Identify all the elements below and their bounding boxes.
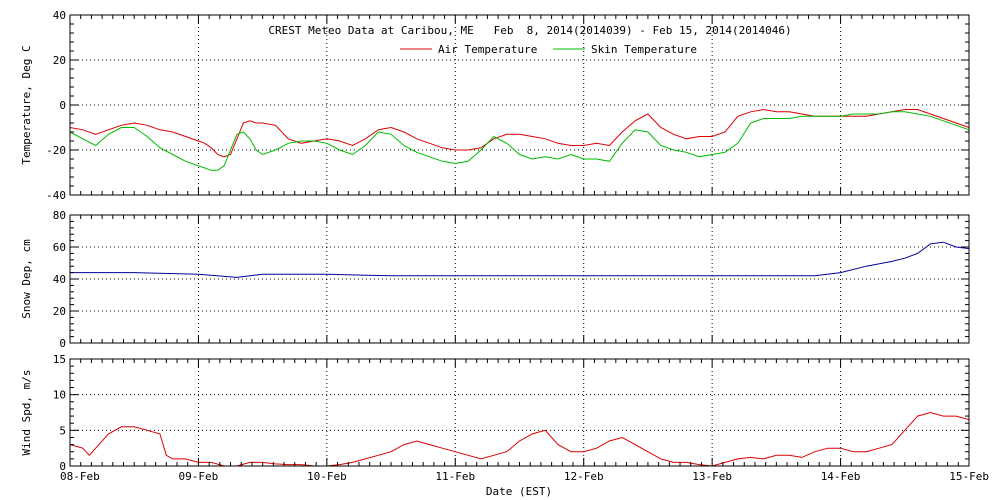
x-tick-label: 12-Feb	[564, 470, 604, 483]
snow-depth-series-0-line	[70, 241, 970, 278]
temperature-panel: -40 -20 0 20 40 Temperature, Deg C	[20, 9, 970, 202]
x-tick-label: 15-Feb	[949, 470, 989, 483]
temperature-ytick-label: -20	[46, 144, 66, 157]
wind-speed-ytick-label: 0	[59, 460, 66, 473]
snow-depth-panel: 0 20 40 60 80 Snow Dep, cm	[20, 209, 970, 350]
snow-depth-ytick-label: 40	[53, 273, 66, 286]
temperature-y-axis-label: Temperature, Deg C	[20, 45, 33, 164]
snow-depth-ytick-label: 0	[59, 337, 66, 350]
legend-air-label: Air Temperature	[438, 43, 537, 56]
temperature-ytick-label: 40	[53, 9, 66, 22]
x-axis-label: Date (EST)	[486, 485, 552, 498]
x-tick-label: 10-Feb	[307, 470, 347, 483]
temperature-ytick-label: 20	[53, 54, 66, 67]
snow-depth-ytick-label: 80	[53, 209, 66, 222]
temperature-ytick-label: 0	[59, 99, 66, 112]
wind-speed-frame	[69, 358, 970, 467]
legend: Air Temperature Skin Temperature	[400, 43, 697, 56]
x-tick-label: 09-Feb	[179, 470, 219, 483]
wind-speed-ytick-label: 15	[53, 353, 66, 366]
snow-depth-y-axis-label: Snow Dep, cm	[20, 239, 33, 319]
wind-speed-y-axis-label: Wind Spd, m/s	[20, 369, 33, 455]
temperature-series-1-line	[69, 111, 970, 171]
snow-depth-ytick-label: 60	[53, 241, 66, 254]
wind-speed-ytick-label: 5	[59, 424, 66, 437]
wind-speed-series-0-line	[69, 411, 970, 467]
legend-skin-label: Skin Temperature	[591, 43, 697, 56]
x-tick-label: 08-Feb	[60, 470, 100, 483]
wind-speed-ytick-label: 10	[53, 389, 66, 402]
snow-depth-ytick-label: 20	[53, 305, 66, 318]
chart-title: CREST Meteo Data at Caribou, ME Feb 8, 2…	[268, 24, 791, 37]
x-tick-label: 11-Feb	[435, 470, 475, 483]
wind-speed-panel: 0 5 10 15 Wind Spd, m/s 08-Feb 09-Feb 10-Feb 11-…	[20, 353, 989, 483]
x-tick-label: 13-Feb	[692, 470, 732, 483]
x-tick-label: 14-Feb	[821, 470, 861, 483]
temperature-ytick-label: -40	[46, 189, 66, 202]
